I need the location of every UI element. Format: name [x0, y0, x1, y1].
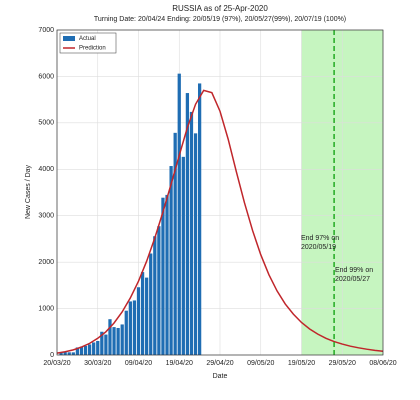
annotation: End 97% on [301, 235, 339, 242]
x-tick-label: 19/04/20 [166, 360, 193, 367]
annotation: End 99% on [335, 267, 373, 274]
bar [104, 334, 108, 355]
x-tick-label: 09/04/20 [125, 360, 152, 367]
x-tick-label: 29/04/20 [206, 360, 233, 367]
bar [181, 156, 185, 355]
y-tick-label: 6000 [38, 73, 54, 80]
bar [96, 340, 100, 355]
bar [59, 352, 63, 355]
bar [128, 301, 132, 355]
bar [100, 331, 104, 355]
bar [157, 226, 161, 355]
prediction-line [56, 89, 384, 354]
bar [161, 197, 165, 355]
y-tick-label: 0 [50, 352, 54, 359]
y-tick-label: 5000 [38, 120, 54, 127]
legend-label: Actual [79, 36, 96, 42]
bar [132, 300, 137, 355]
annotation: 2020/05/19 [301, 244, 336, 251]
y-tick-label: 1000 [38, 305, 54, 312]
bar [83, 345, 88, 355]
legend-label: Prediction [79, 46, 106, 52]
y-tick-label: 3000 [38, 213, 54, 220]
bar [120, 324, 124, 355]
bar [173, 132, 177, 355]
y-tick-label: 7000 [38, 27, 54, 34]
bar [197, 83, 202, 356]
bar [116, 327, 120, 355]
x-tick-label: 30/03/20 [84, 360, 111, 367]
bar [145, 277, 149, 355]
bar [136, 287, 141, 355]
plot-frame [56, 29, 384, 356]
x-tick-label: 29/05/20 [329, 360, 356, 367]
bar [140, 272, 145, 355]
y-tick-label: 2000 [38, 259, 54, 266]
legend: Actual Prediction [59, 32, 117, 54]
bar [71, 352, 75, 355]
bar [177, 73, 181, 356]
bar [189, 111, 194, 356]
y-tick-label: 4000 [38, 166, 54, 173]
x-tick-label: 19/05/20 [288, 360, 315, 367]
bar [185, 93, 190, 356]
x-tick-label: 09/05/20 [247, 360, 274, 367]
bar [193, 133, 198, 355]
bar [153, 236, 157, 355]
bar [112, 327, 116, 355]
bar [75, 347, 80, 355]
x-tick-label: 08/06/20 [369, 360, 396, 367]
x-tick-label: 20/03/20 [43, 360, 70, 367]
annotation: 2020/05/27 [335, 276, 370, 283]
bar [149, 253, 153, 355]
bar [124, 310, 128, 355]
bar [165, 194, 169, 355]
x-axis-label: Date [213, 373, 228, 380]
y-axis-label: New Cases / Day [25, 164, 32, 219]
bar [87, 344, 92, 355]
legend-swatch [63, 36, 75, 41]
bar [63, 352, 67, 355]
chart-subtitle: Turning Date: 20/04/24 Ending: 20/05/19 … [94, 16, 346, 23]
bar [108, 319, 112, 355]
bar [79, 346, 84, 355]
chart-title: RUSSIA as of 25-Apr-2020 [172, 4, 268, 13]
bar [92, 342, 96, 355]
bar [169, 166, 173, 355]
bar [67, 352, 71, 355]
